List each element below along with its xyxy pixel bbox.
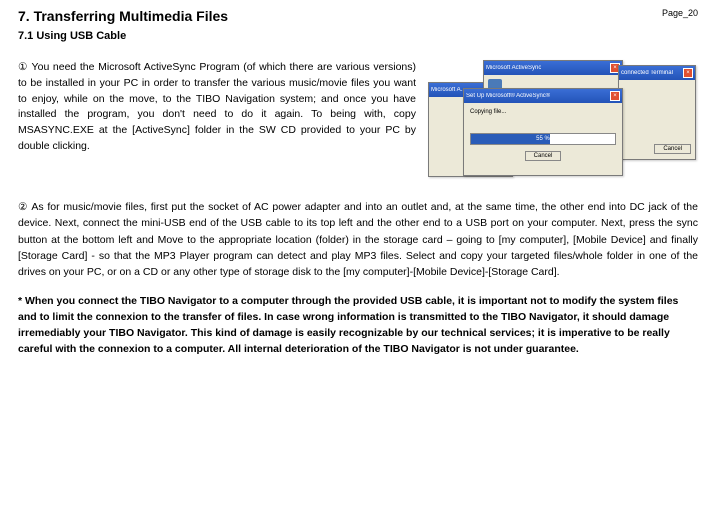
- page-number: Page_20: [662, 8, 698, 18]
- progress-text: 55 %: [471, 134, 615, 144]
- progress-bar: 55 %: [470, 133, 616, 145]
- copying-label: Copying file...: [470, 109, 616, 115]
- section-title: 7. Transferring Multimedia Files: [18, 8, 228, 24]
- mock-titlebar-3: connected Terminal ×: [619, 66, 695, 80]
- mock-body-4: Copying file... 55 % Cancel: [464, 103, 622, 167]
- mock-body-3: Cancel: [619, 80, 695, 158]
- mock-title-2: Microsoft ActiveSync: [486, 65, 541, 71]
- mock-titlebar-4: Set Up Microsoft® ActiveSync® ×: [464, 89, 622, 103]
- cancel-button: Cancel: [525, 151, 562, 161]
- mock-window-4: Set Up Microsoft® ActiveSync® × Copying …: [463, 88, 623, 176]
- mock-title-4: Set Up Microsoft® ActiveSync®: [466, 93, 550, 99]
- close-icon: ×: [683, 68, 693, 78]
- mock-title-3: connected Terminal: [621, 70, 673, 76]
- mock-title-1: Microsoft A...: [431, 87, 466, 93]
- subsection-title: 7.1 Using USB Cable: [18, 30, 698, 42]
- paragraph-2: ② As for music/movie files, first put th…: [18, 199, 698, 280]
- cancel-button: Cancel: [654, 144, 691, 154]
- warning-paragraph: * When you connect the TIBO Navigator to…: [18, 294, 698, 357]
- mock-titlebar-2: Microsoft ActiveSync ×: [484, 61, 622, 75]
- screenshot-illustration: Microsoft A... × Microsoft ActiveSync × …: [428, 60, 698, 185]
- paragraph-1: ① You need the Microsoft ActiveSync Prog…: [18, 60, 416, 185]
- mock-window-3: connected Terminal × Cancel: [618, 65, 696, 160]
- close-icon: ×: [610, 91, 620, 101]
